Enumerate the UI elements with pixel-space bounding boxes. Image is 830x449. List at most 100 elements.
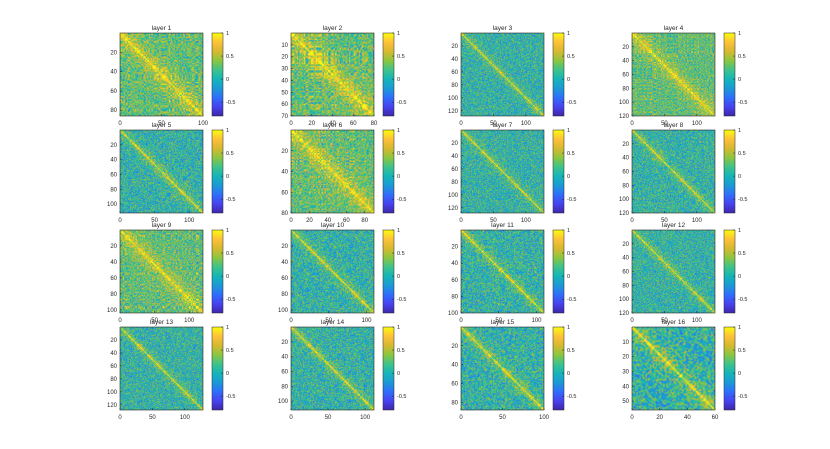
subplot-title: layer 11	[491, 222, 514, 229]
colorbar-tick-label: 0	[397, 174, 400, 180]
x-tick-label: 60	[712, 415, 719, 421]
subplot-layer-15: layer 15 0 50 100 20 40 60 80 1 0.5 0 -0.5	[451, 319, 576, 421]
heatmap-image	[291, 230, 374, 313]
colorbar-tick-label: 0.5	[226, 251, 234, 257]
y-tick-label: 20	[281, 340, 288, 346]
colorbar-tick-label: 0	[397, 371, 400, 377]
colorbar-tick-label: -0.5	[567, 394, 576, 400]
subplot-title: layer 9	[152, 222, 172, 229]
colorbar-tick-label: -0.5	[738, 297, 747, 303]
x-tick-label: 100	[692, 318, 703, 324]
y-tick-label: 50	[622, 399, 629, 405]
subplot-title: layer 3	[493, 25, 513, 32]
x-tick-label: 50	[325, 318, 332, 324]
colorbar-tick-label: -0.5	[397, 297, 406, 303]
colorbar-tick-label: 1	[567, 128, 570, 134]
y-tick-label: 60	[622, 270, 629, 276]
colorbar	[382, 129, 395, 214]
colorbar-tick-label: 0.5	[567, 348, 575, 354]
subplot-layer-16: layer 16 0 20 40 60 10 20 30 40 50 1 0.5 0 -0.5	[622, 319, 747, 421]
colorbar-tick-label: 0.5	[738, 54, 746, 60]
subplot-layer-14: layer 14 0 50 100 20 40 60 80 100 1 0.5 0 -0.5	[278, 319, 407, 421]
axes-frame	[119, 129, 204, 214]
x-tick-label: 100	[360, 415, 371, 421]
y-tick-label: 80	[622, 183, 629, 189]
heatmap-image	[291, 130, 374, 213]
x-tick-label: 20	[306, 218, 313, 224]
colorbar-tick-label: 0.5	[397, 54, 405, 60]
y-tick-label: 70	[281, 114, 288, 120]
colorbar-tick-label: 0	[397, 77, 400, 83]
colorbar-tick-label: -0.5	[397, 100, 406, 106]
heatmap-image	[632, 230, 715, 313]
y-tick-label: 20	[110, 143, 117, 149]
x-tick-label: 100	[361, 318, 372, 324]
colorbar-tick-label: 1	[226, 128, 229, 134]
colorbar-tick-label: -0.5	[738, 100, 747, 106]
colorbar-tick-label: 0	[738, 174, 741, 180]
colorbar	[552, 229, 565, 314]
colorbar-tick-label: 0	[226, 77, 229, 83]
colorbar	[211, 326, 224, 411]
colorbar-tick-label: 1	[738, 228, 741, 234]
axes-frame	[460, 229, 545, 314]
subplot-layer-13: layer 13 0 50 100 20 40 60 80 100 120 1 0.5 0 -0.5	[107, 319, 236, 421]
x-tick-label: 100	[521, 218, 532, 224]
heatmap-image	[120, 33, 203, 116]
x-tick-label: 0	[289, 218, 293, 224]
y-tick-label: 80	[451, 294, 458, 300]
colorbar-tick-label: 1	[567, 228, 570, 234]
subplot-layer-3: layer 3 0 50 100 20 40 60 80 100 120 1 0.5 0 -0.5	[448, 25, 577, 127]
heatmap-image	[291, 327, 374, 410]
x-tick-label: 0	[289, 121, 293, 127]
y-tick-label: 60	[110, 364, 117, 370]
subplot-layer-6: layer 6 0 20 40 60 80 20 40 60 80 1 0.5 0 -0.5	[281, 122, 406, 224]
colorbar	[723, 229, 736, 314]
x-tick-label: 50	[149, 415, 156, 421]
x-tick-label: 0	[118, 318, 122, 324]
y-tick-label: 60	[451, 382, 458, 388]
x-tick-label: 0	[459, 218, 463, 224]
subplot-layer-9: layer 9 0 50 100 20 40 60 80 100 1 0.5 0 -0.5	[107, 222, 236, 324]
colorbar-tick-label: 0	[738, 274, 741, 280]
x-tick-label: 100	[521, 121, 532, 127]
subplot-title: layer 5	[152, 122, 172, 129]
colorbar-tick-label: -0.5	[397, 197, 406, 203]
heatmap-image	[461, 130, 544, 213]
y-tick-label: 20	[622, 142, 629, 148]
y-tick-label: 60	[451, 70, 458, 76]
heatmap-image	[461, 327, 544, 410]
x-tick-label: 0	[289, 415, 293, 421]
subplot-layer-10: layer 10 0 50 100 20 40 60 80 100 1 0.5 0 -0.5	[278, 222, 407, 324]
colorbar-tick-label: 0.5	[738, 151, 746, 157]
subplot-layer-4: layer 4 0 50 100 20 40 60 80 100 120 1 0.5 0 -0.5	[619, 25, 748, 127]
y-tick-label: 60	[281, 102, 288, 108]
subplot-title: layer 4	[664, 25, 684, 32]
colorbar-tick-label: 0.5	[738, 348, 746, 354]
colorbar-tick-label: 0	[226, 174, 229, 180]
y-tick-label: 100	[107, 308, 118, 314]
colorbar-tick-label: 1	[226, 228, 229, 234]
colorbar-tick-label: 1	[738, 128, 741, 134]
colorbar-tick-label: -0.5	[567, 297, 576, 303]
x-tick-label: 20	[308, 121, 315, 127]
x-tick-label: 40	[329, 121, 336, 127]
y-tick-label: 60	[281, 276, 288, 282]
subplot-layer-5: layer 5 0 50 100 20 40 60 80 100 1 0.5 0 -0.5	[107, 122, 236, 224]
y-tick-label: 20	[622, 45, 629, 51]
y-tick-label: 20	[451, 245, 458, 251]
y-tick-label: 20	[451, 44, 458, 50]
x-tick-label: 0	[118, 121, 122, 127]
y-tick-label: 60	[281, 369, 288, 375]
heatmap-image	[461, 230, 544, 313]
y-tick-label: 120	[619, 211, 630, 217]
colorbar-tick-label: 0.5	[738, 251, 746, 257]
x-tick-label: 50	[151, 218, 158, 224]
y-tick-label: 20	[451, 141, 458, 147]
heatmap-image	[120, 230, 203, 313]
colorbar-tick-label: 0	[567, 371, 570, 377]
heatmap-image	[632, 33, 715, 116]
colorbar-tick-label: -0.5	[738, 197, 747, 203]
